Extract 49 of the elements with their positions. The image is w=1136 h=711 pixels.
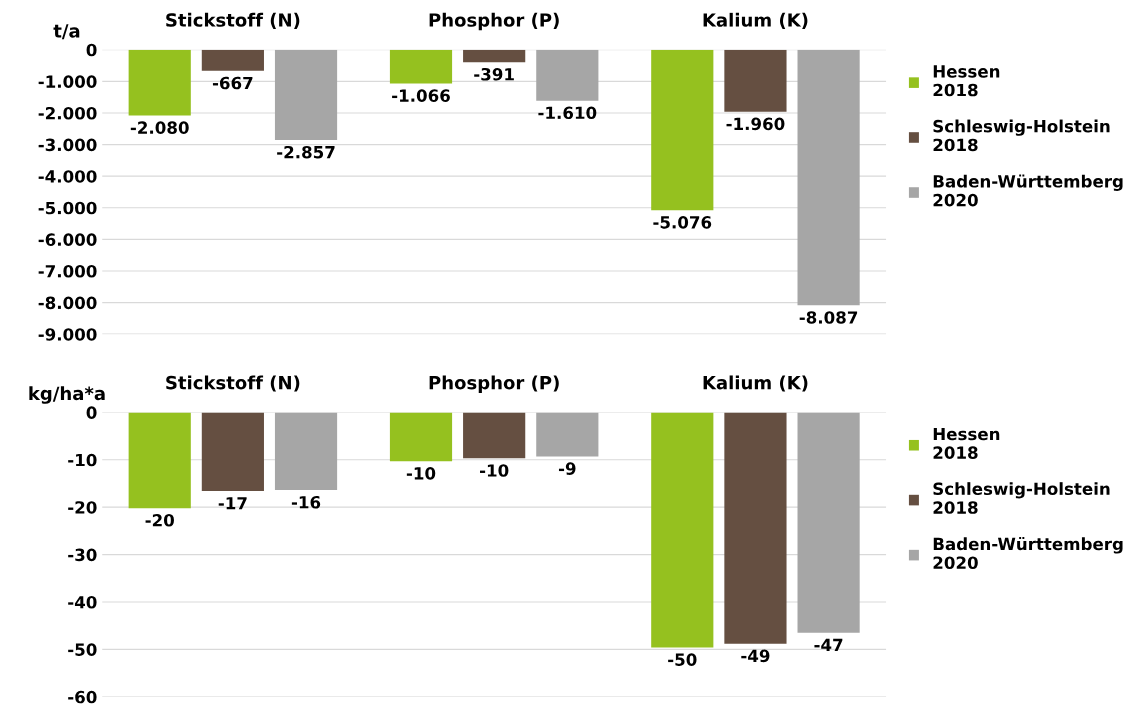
data-label: -20	[145, 513, 174, 527]
y-tick-label: -5.000	[38, 201, 97, 215]
y-tick-label: -40	[68, 595, 97, 609]
y-tick-label: -2.000	[38, 106, 97, 120]
data-label: -5.076	[653, 216, 712, 229]
legend-label: Schleswig-Holstein 2018	[933, 119, 1110, 152]
x-tick-label: Stickstoff (N)	[166, 375, 300, 392]
legend-label: Hessen 2018	[933, 427, 1000, 459]
y-tick-label: -50	[68, 643, 97, 656]
data-label: -667	[212, 76, 253, 90]
data-label: -2.080	[130, 121, 189, 134]
data-label: -2.857	[277, 145, 335, 159]
y-tick-label: -9.000	[38, 328, 97, 341]
data-label: -1.066	[392, 89, 450, 102]
data-label: -9	[558, 462, 576, 475]
legend-label: Schleswig-Holstein 2018	[933, 482, 1110, 514]
y-tick-label: -60	[68, 690, 97, 704]
x-tick-label: Kalium (K)	[703, 12, 808, 29]
data-label: -391	[474, 67, 514, 81]
data-label: -49	[741, 649, 770, 663]
legend-label: Baden-Württemberg 2020	[933, 174, 1123, 207]
data-label: -50	[668, 653, 697, 666]
data-label: -16	[291, 495, 321, 509]
y-axis-title: kg/ha*a	[29, 386, 105, 404]
x-tick-label: Phosphor (P)	[429, 375, 559, 393]
data-label: -47	[814, 638, 843, 652]
y-tick-label: -8.000	[38, 296, 97, 310]
y-tick-label: -30	[68, 548, 97, 562]
data-label: -8.087	[799, 311, 858, 324]
legend-label: Baden-Württemberg 2020	[933, 537, 1123, 570]
y-tick-label: 0	[86, 406, 97, 419]
y-axis-title: t/a	[53, 24, 80, 40]
y-tick-label: -6.000	[38, 233, 97, 246]
data-label: -1.960	[726, 117, 785, 131]
y-tick-label: -3.000	[38, 138, 97, 152]
y-tick-label: 0	[86, 43, 97, 57]
x-tick-label: Kalium (K)	[703, 375, 808, 392]
y-tick-label: -4.000	[38, 170, 97, 183]
data-label: -17	[218, 497, 247, 510]
data-label: -10	[480, 464, 509, 477]
y-tick-label: -1.000	[38, 75, 97, 88]
legend-label: Hessen 2018	[933, 65, 1000, 97]
data-label: -10	[406, 467, 436, 480]
y-tick-label: -10	[68, 453, 97, 467]
data-label: -1.610	[538, 106, 597, 120]
y-tick-label: -20	[68, 501, 97, 514]
y-tick-label: -7.000	[38, 264, 97, 278]
x-tick-label: Stickstoff (N)	[166, 12, 300, 29]
x-tick-label: Phosphor (P)	[429, 12, 559, 31]
